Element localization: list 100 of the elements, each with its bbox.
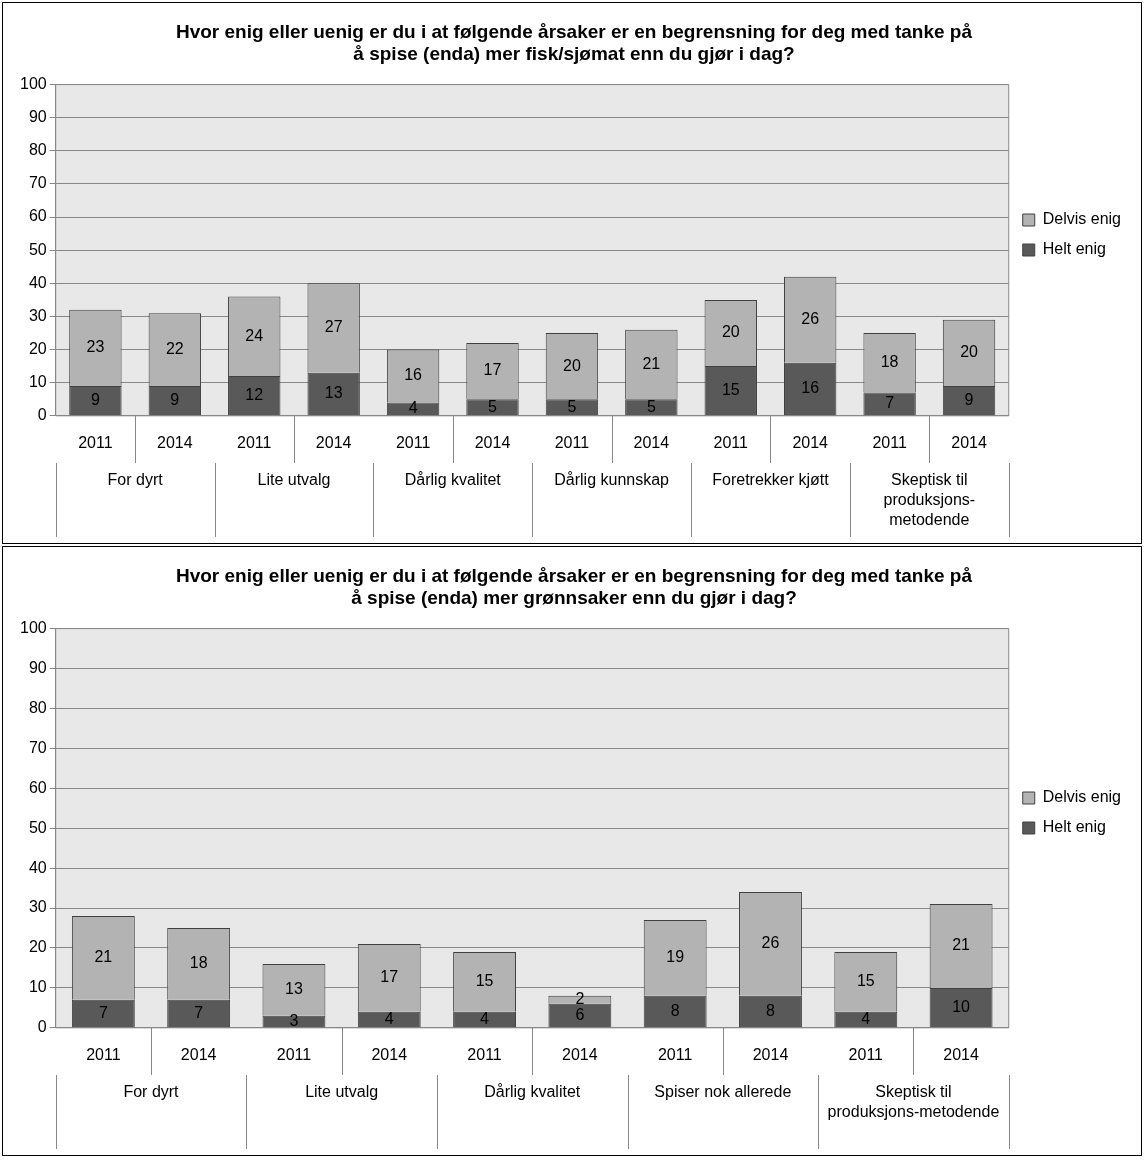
y-tick-label: 40 <box>28 858 47 876</box>
y-tick-label: 30 <box>28 306 47 324</box>
legend-label: Delvis enig <box>1042 788 1122 806</box>
data-label: 18 <box>880 353 899 371</box>
y-tick-label: 60 <box>28 778 47 796</box>
x-tick-label: 2014 <box>315 433 352 451</box>
data-label: 16 <box>404 366 423 384</box>
x-tick-label: 2011 <box>276 1045 312 1063</box>
data-label: 26 <box>761 934 780 952</box>
data-label: 5 <box>567 397 577 415</box>
data-label: 7 <box>885 394 895 412</box>
y-tick-label: 90 <box>28 108 47 126</box>
data-label: 5 <box>488 397 498 415</box>
data-label: 7 <box>98 1003 108 1021</box>
x-tick-label: 2011 <box>713 433 749 451</box>
legend-label: Helt enig <box>1042 818 1106 836</box>
y-tick-label: 30 <box>28 898 47 916</box>
data-label: 13 <box>285 980 303 998</box>
data-label: 22 <box>165 339 184 357</box>
y-tick-label: 100 <box>19 619 47 637</box>
data-label: 4 <box>408 399 418 417</box>
legend-label: Delvis enig <box>1042 210 1122 228</box>
data-label: 4 <box>384 1009 394 1027</box>
y-tick-label: 50 <box>28 240 47 258</box>
text: Dårlig kvalitet <box>404 471 502 489</box>
data-label: 15 <box>856 972 875 990</box>
y-tick-label: 20 <box>28 938 47 956</box>
data-label: 9 <box>170 391 180 409</box>
data-label: 5 <box>646 397 656 415</box>
data-label: 2 <box>575 990 585 1008</box>
y-tick-label: 100 <box>19 75 47 93</box>
data-label: 21 <box>952 936 971 954</box>
y-tick-label: 20 <box>28 339 47 357</box>
y-tick-label: 90 <box>28 658 47 676</box>
data-label: 20 <box>960 343 979 361</box>
x-tick-label: 2014 <box>951 433 987 451</box>
data-label: 23 <box>86 338 105 356</box>
text: Foretrekker kjøtt <box>712 471 830 489</box>
x-tick-label: 2014 <box>752 1045 789 1063</box>
data-label: 13 <box>324 384 343 402</box>
data-label: 26 <box>801 310 820 328</box>
data-label: 15 <box>721 381 740 399</box>
text: Dårlig kunnskap <box>554 471 670 489</box>
data-label: 7 <box>194 1003 204 1021</box>
x-tick-label: 2014 <box>157 433 193 451</box>
text: Lite utvalg <box>257 471 331 489</box>
x-tick-label: 2014 <box>792 433 829 451</box>
data-label: 3 <box>289 1011 299 1029</box>
x-tick-label: 2011 <box>237 433 272 451</box>
y-tick-label: 0 <box>37 1018 47 1036</box>
y-tick-label: 10 <box>28 978 47 996</box>
x-tick-label: 2014 <box>633 433 670 451</box>
text: Skeptisk til produksjons-metodende <box>883 471 976 529</box>
y-tick-label: 10 <box>28 373 47 391</box>
data-label: 12 <box>245 386 264 404</box>
legend-label: Helt enig <box>1042 240 1106 258</box>
data-label: 8 <box>766 1001 776 1019</box>
x-tick-label: 2011 <box>86 1045 121 1063</box>
y-tick-label: 80 <box>28 141 47 159</box>
text: Spiser nok allerede <box>654 1083 792 1101</box>
data-label: 8 <box>670 1001 680 1019</box>
y-tick-label: 50 <box>28 818 47 836</box>
text: Skeptisk til produksjons-metodende <box>827 1083 1000 1121</box>
x-tick-label: 2011 <box>848 1045 884 1063</box>
data-label: 17 <box>483 361 502 379</box>
x-tick-label: 2014 <box>562 1045 598 1063</box>
data-label: 4 <box>861 1009 871 1027</box>
data-label: 21 <box>642 354 661 372</box>
data-label: 27 <box>324 318 343 336</box>
data-label: 9 <box>964 391 974 409</box>
data-label: 20 <box>563 356 581 374</box>
text: Lite utvalg <box>305 1083 379 1101</box>
text: For dyrt <box>123 1083 180 1101</box>
x-tick-label: 2011 <box>395 433 431 451</box>
x-tick-label: 2011 <box>554 433 590 451</box>
y-tick-label: 40 <box>28 273 47 291</box>
data-label: 15 <box>475 972 494 990</box>
data-label: 10 <box>952 998 971 1015</box>
text: For dyrt <box>107 471 164 489</box>
y-tick-label: 70 <box>28 738 47 756</box>
y-tick-label: 70 <box>28 174 47 192</box>
data-label: 19 <box>666 948 685 966</box>
data-label: 9 <box>90 391 100 409</box>
y-tick-label: 0 <box>37 406 47 424</box>
x-tick-label: 2011 <box>657 1045 693 1063</box>
x-tick-label: 2011 <box>78 433 113 451</box>
data-label: 6 <box>575 1005 585 1023</box>
x-tick-label: 2011 <box>872 433 907 451</box>
chart-title: Hvor enig eller uenig er du i at følgende årsaker er en begrensning for deg med tanke på å spise (enda) mer fisk/sjømat enn du gjør i dag? <box>175 20 973 65</box>
data-label: 18 <box>189 954 208 972</box>
y-tick-label: 60 <box>28 207 47 225</box>
data-label: 24 <box>245 326 264 344</box>
data-label: 20 <box>721 323 740 341</box>
x-tick-label: 2011 <box>467 1045 502 1063</box>
text: Dårlig kvalitet <box>484 1083 581 1101</box>
x-tick-label: 2014 <box>371 1045 408 1063</box>
x-tick-label: 2014 <box>180 1045 217 1063</box>
data-label: 4 <box>480 1009 490 1027</box>
chart-title: Hvor enig eller uenig er du i at følgende årsaker er en begrensning for deg med tanke på å spise (enda) mer grønnsaker enn du gjør i dag? <box>175 564 973 609</box>
x-tick-label: 2014 <box>474 433 511 451</box>
